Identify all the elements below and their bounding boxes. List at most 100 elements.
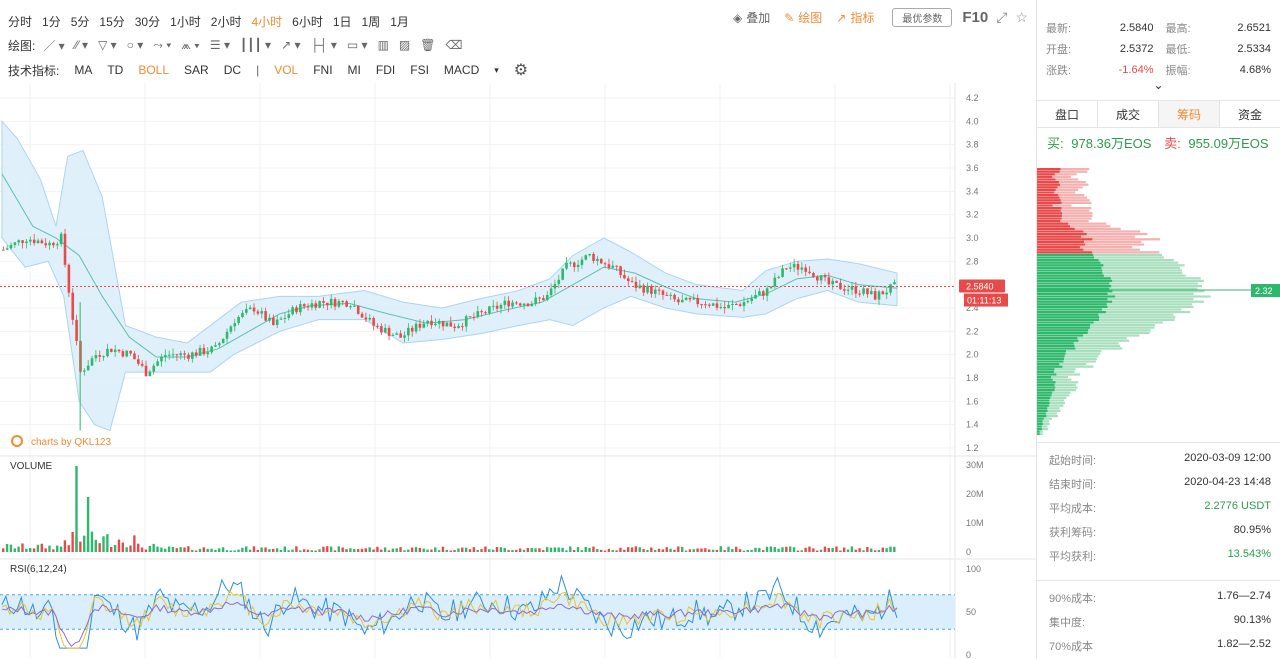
indicator-sar[interactable]: SAR: [184, 63, 209, 77]
timeframe-11[interactable]: 1月: [390, 14, 409, 29]
timeframe-1[interactable]: 1分: [42, 14, 61, 29]
indicator-vol[interactable]: VOL: [274, 63, 299, 77]
timeframe-4[interactable]: 30分: [134, 14, 161, 29]
indicator-ma[interactable]: MA: [74, 63, 93, 77]
chip-bar-light: [1037, 282, 1198, 285]
gann-tool-icon[interactable]: ┃┃┃ ▾: [240, 38, 272, 52]
candle-body: [553, 283, 557, 289]
chip-bar-light: [1037, 352, 1101, 355]
side-tabs: 盘口 成交 筹码 资金: [1037, 100, 1280, 128]
chip-bar: [1037, 334, 1084, 337]
chip-bar: [1037, 373, 1057, 376]
candle-body: [869, 291, 873, 295]
draw-button[interactable]: ✎ 绘图: [784, 10, 823, 26]
indicator-button[interactable]: ↗ 指标: [836, 10, 875, 26]
volume-bar: [503, 547, 506, 552]
volume-bar: [518, 548, 522, 552]
settings-gear-icon[interactable]: ⚙: [513, 62, 529, 79]
candle-body: [414, 323, 418, 332]
chip-bar-light: [1037, 365, 1094, 368]
rsi-tick-label: 0: [966, 650, 971, 659]
candle-body: [175, 354, 179, 356]
note-tool-icon[interactable]: ▭ ▾: [346, 38, 368, 52]
indicator-td[interactable]: TD: [107, 63, 124, 77]
volume-bar: [252, 546, 256, 552]
volume-bar: [306, 549, 310, 552]
fib-tool-icon[interactable]: ☰ ▾: [209, 38, 231, 52]
timeframe-3[interactable]: 15分: [99, 14, 125, 29]
f10-button[interactable]: F10: [962, 9, 989, 26]
volume-bar: [819, 549, 823, 552]
timeframe-6[interactable]: 2小时: [210, 14, 242, 29]
optimal-params-button[interactable]: 最优参数: [892, 8, 953, 27]
volume-bar: [395, 548, 398, 552]
indicator-boll[interactable]: BOLL: [138, 63, 170, 77]
indicator-mi[interactable]: MI: [347, 63, 361, 77]
shape-tool-icon[interactable]: ○ ▾: [126, 38, 144, 52]
volume-bar: [333, 550, 337, 552]
volume-bar: [356, 549, 360, 552]
candle-body: [758, 291, 761, 295]
timeframe-8[interactable]: 6小时: [292, 14, 323, 29]
volume-bar: [511, 549, 514, 552]
indicator-fdi[interactable]: FDI: [375, 63, 396, 77]
chip-bar-light: [1037, 256, 1164, 259]
timeframe-9[interactable]: 1日: [332, 14, 352, 29]
price-chart[interactable]: 1.21.41.61.82.02.22.42.62.83.03.23.43.63…: [0, 83, 1036, 659]
trash-icon[interactable]: 🗑: [420, 38, 436, 52]
more-indicators-icon[interactable]: ▾: [494, 64, 499, 75]
candle-body: [650, 285, 653, 294]
tab-3[interactable]: 资金: [1237, 107, 1262, 122]
expand-chevron-icon[interactable]: ⌄: [1153, 78, 1164, 92]
timeframe-10[interactable]: 1周: [361, 14, 381, 29]
tab-0[interactable]: 盘口: [1037, 101, 1098, 127]
indicator-fni[interactable]: FNI: [313, 63, 333, 77]
chip-bar: [1037, 396, 1051, 399]
indicator-fsi[interactable]: FSI: [410, 63, 429, 77]
timeframe-5[interactable]: 1小时: [170, 14, 201, 29]
chip-bar-light: [1037, 248, 1140, 251]
star-icon[interactable]: ☆: [1015, 9, 1028, 25]
volume-bar: [831, 548, 834, 552]
volume-bar: [742, 550, 746, 552]
candle-body: [511, 302, 514, 307]
volume-bar: [144, 549, 148, 552]
tab-1[interactable]: 成交: [1098, 101, 1159, 127]
pattern-tool-icon[interactable]: ⩕ ▾: [181, 37, 200, 52]
candle-body: [677, 299, 680, 303]
indicator-dc[interactable]: DC: [223, 63, 242, 77]
chip-bar: [1037, 217, 1062, 220]
chart-svg[interactable]: 1.21.41.61.82.02.22.42.62.83.03.23.43.63…: [0, 83, 1036, 659]
volume-bar: [434, 547, 437, 552]
timeframe-0[interactable]: 分时: [8, 14, 33, 29]
drawing-toolbar: 绘图: ／ ▾ ⁄⁄ ▾ ▽ ▾ ○ ▾ ⤳ ▾ ⩕ ▾ ☰ ▾ ┃┃┃ ▾ ↗…: [0, 34, 1036, 56]
candle-body: [819, 275, 823, 281]
tab-2[interactable]: 筹码: [1159, 101, 1220, 127]
volume-bar: [599, 549, 603, 552]
measure-tool-icon[interactable]: ├┤ ▾: [310, 38, 337, 52]
overlay-button[interactable]: ◈ 叠加: [732, 10, 771, 26]
image-tool-icon[interactable]: ▨: [398, 38, 411, 52]
candle-body: [781, 268, 784, 277]
timeframe-7[interactable]: 4小时: [251, 14, 283, 29]
channel-tool-icon[interactable]: ▽ ▾: [98, 38, 117, 52]
chip-bar-light: [1037, 321, 1163, 324]
volume-bar: [630, 547, 634, 552]
wave-tool-icon[interactable]: ⤳ ▾: [153, 37, 172, 52]
indicator-macd[interactable]: MACD: [443, 63, 480, 77]
right-toolbar: ◈ 叠加 ✎ 绘图 ↗ 指标 最优参数 F10 ⤢ ☆: [719, 8, 1028, 27]
fullscreen-icon[interactable]: ⤢: [996, 9, 1008, 25]
arrow-tool-icon[interactable]: ↗ ▾: [281, 38, 301, 52]
line-tool-icon[interactable]: ／ ▾: [43, 38, 65, 53]
eraser-icon[interactable]: ⌫: [445, 38, 463, 52]
volume-bar: [596, 549, 599, 552]
timeframe-2[interactable]: 5分: [70, 14, 90, 29]
candle-body: [607, 264, 611, 268]
stat-row: 开盘: 2.5372 最低: 2.5334: [1037, 38, 1280, 59]
volume-bar: [48, 545, 51, 552]
volume-bar: [337, 546, 341, 552]
bars-tool-icon[interactable]: ▥: [377, 38, 389, 52]
chip-bar: [1037, 347, 1076, 350]
ray-tool-icon[interactable]: ⁄⁄ ▾: [74, 38, 89, 52]
candle-body: [827, 277, 831, 285]
